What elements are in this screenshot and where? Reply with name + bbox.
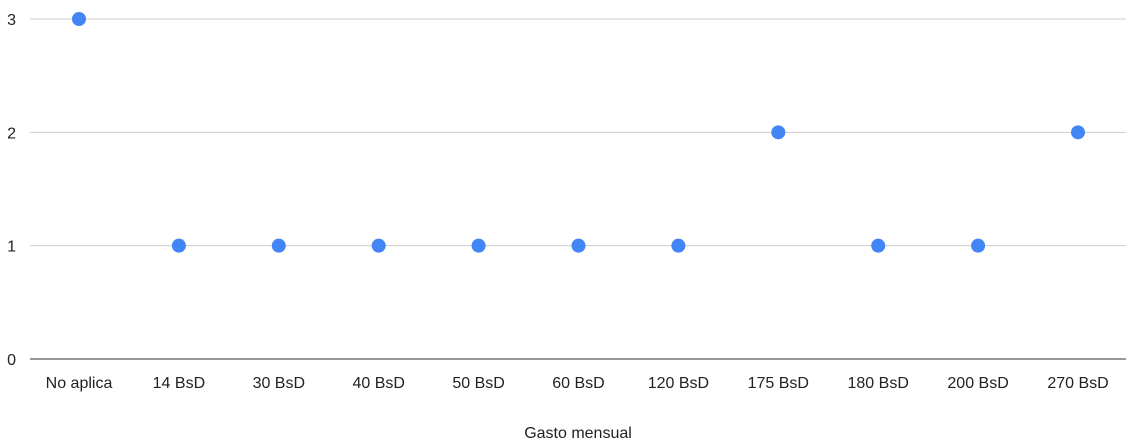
- data-point[interactable]: [771, 125, 786, 140]
- x-tick-label: No aplica: [46, 375, 113, 392]
- x-tick-label: 270 BsD: [1047, 375, 1108, 392]
- data-point[interactable]: [571, 238, 586, 253]
- grid-lines: [30, 18, 1126, 247]
- data-point[interactable]: [72, 12, 86, 26]
- y-tick-label: 0: [7, 352, 16, 369]
- data-point[interactable]: [671, 238, 686, 253]
- data-point[interactable]: [171, 238, 186, 253]
- x-axis-title: Gasto mensual: [524, 425, 632, 441]
- x-tick-label: 180 BsD: [848, 375, 909, 392]
- y-tick-label: 3: [7, 12, 16, 29]
- data-point[interactable]: [971, 238, 986, 253]
- data-point[interactable]: [271, 238, 286, 253]
- y-tick-label: 2: [7, 125, 16, 142]
- x-tick-label: 14 BsD: [153, 375, 205, 392]
- data-point[interactable]: [1071, 125, 1085, 140]
- x-tick-label: 60 BsD: [552, 375, 604, 392]
- data-points: [72, 12, 1085, 253]
- y-axis-tick-labels: 0 1 2 3: [7, 12, 16, 369]
- x-tick-label: 40 BsD: [352, 375, 404, 392]
- x-axis-tick-labels: No aplica 14 BsD 30 BsD 40 BsD 50 BsD 60 BsD 1…: [46, 375, 1109, 392]
- x-tick-label: 50 BsD: [452, 375, 504, 392]
- data-point[interactable]: [371, 238, 386, 253]
- x-tick-label: 200 BsD: [947, 375, 1008, 392]
- x-tick-label: 30 BsD: [253, 375, 305, 392]
- data-point[interactable]: [871, 238, 886, 253]
- y-tick-label: 1: [7, 239, 16, 256]
- data-point[interactable]: [471, 238, 486, 253]
- x-tick-label: 175 BsD: [748, 375, 809, 392]
- x-tick-label: 120 BsD: [648, 375, 709, 392]
